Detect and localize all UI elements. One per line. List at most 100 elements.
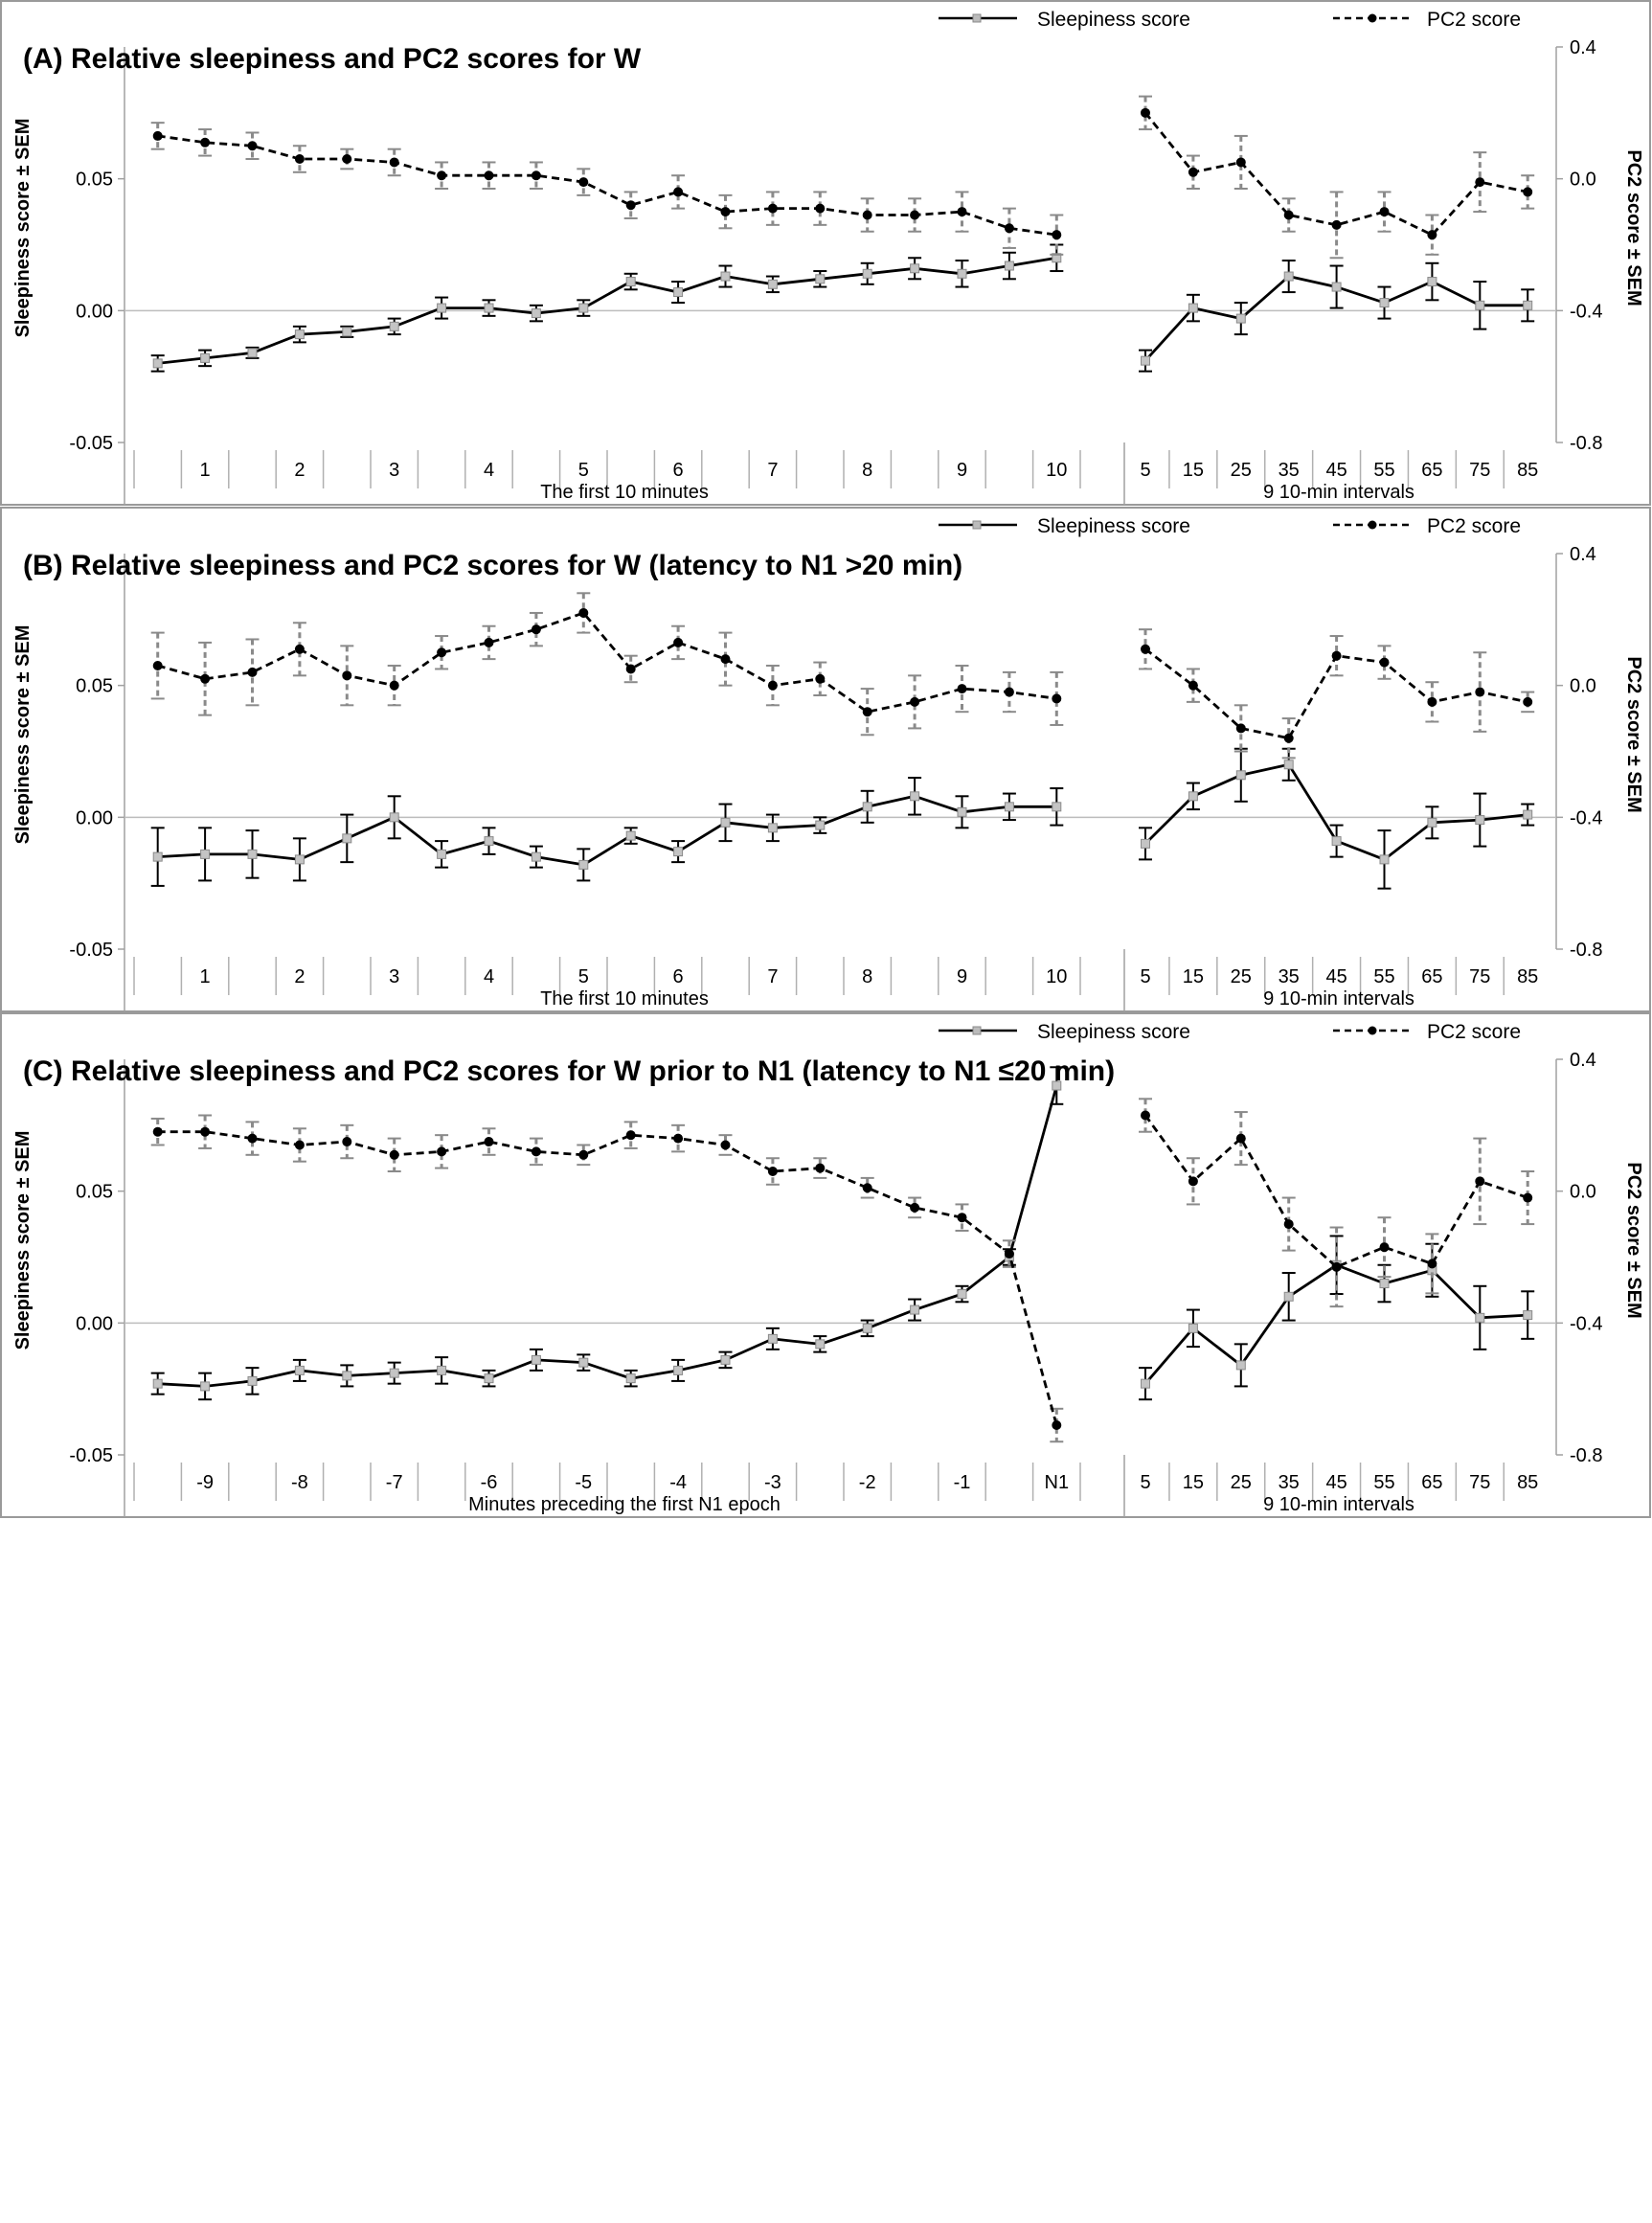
data-point xyxy=(578,607,589,618)
x-tick-label: 10 xyxy=(1046,460,1067,481)
data-point xyxy=(247,1133,258,1144)
data-point xyxy=(1052,230,1062,240)
data-point xyxy=(578,303,589,313)
x-tick-label: 85 xyxy=(1517,966,1538,987)
right-axis-tick-label: -0.4 xyxy=(1570,807,1602,828)
data-point xyxy=(152,851,163,862)
legend-marker-sleepiness xyxy=(972,13,982,23)
x-tick-label: -3 xyxy=(764,1472,781,1493)
right-axis-tick-label: 0.0 xyxy=(1570,676,1596,697)
x-tick-label: 6 xyxy=(673,966,684,987)
data-point xyxy=(1475,1176,1485,1187)
data-point xyxy=(1235,1360,1246,1371)
data-point xyxy=(1331,836,1342,847)
data-point xyxy=(862,210,872,220)
data-point xyxy=(531,1146,541,1157)
x-tick-label: -5 xyxy=(575,1472,592,1493)
data-point xyxy=(152,1378,163,1389)
data-point xyxy=(1004,802,1014,812)
x-tick-label: 1 xyxy=(200,966,211,987)
data-point xyxy=(767,823,778,833)
data-point xyxy=(1523,1310,1533,1321)
pc2-line xyxy=(157,611,1057,714)
data-point xyxy=(625,1373,636,1384)
data-point xyxy=(1475,815,1485,826)
data-point xyxy=(815,1339,826,1350)
x-tick-label: 75 xyxy=(1469,1472,1490,1493)
x-section-label: The first 10 minutes xyxy=(540,988,709,1009)
data-point xyxy=(437,170,447,181)
right-axis-tick-label: -0.4 xyxy=(1570,1313,1602,1334)
data-point xyxy=(247,667,258,677)
x-tick-label: 55 xyxy=(1373,966,1394,987)
x-section-label: Minutes preceding the first N1 epoch xyxy=(468,1494,781,1515)
data-point xyxy=(767,203,778,214)
data-point xyxy=(1235,770,1246,781)
data-point xyxy=(437,303,447,313)
x-tick-label: -6 xyxy=(481,1472,498,1493)
data-point xyxy=(1379,657,1390,668)
data-point xyxy=(1379,854,1390,865)
data-point xyxy=(484,1137,494,1147)
data-point xyxy=(1331,219,1342,230)
chart-title: (A) Relative sleepiness and PC2 scores f… xyxy=(23,43,642,75)
left-axis-tick-label: -0.05 xyxy=(69,1445,113,1466)
data-point xyxy=(625,277,636,287)
data-point xyxy=(910,1202,920,1213)
data-point xyxy=(957,1213,967,1223)
x-tick-label: 8 xyxy=(862,460,872,481)
x-tick-label: 5 xyxy=(1140,460,1150,481)
data-point xyxy=(1283,760,1294,770)
data-point xyxy=(1427,1259,1437,1269)
data-point xyxy=(625,830,636,841)
data-point xyxy=(767,1333,778,1344)
data-point xyxy=(815,274,826,284)
data-point xyxy=(625,1130,636,1141)
data-point xyxy=(200,1126,211,1137)
data-point xyxy=(1141,838,1150,849)
chart-title: (C) Relative sleepiness and PC2 scores f… xyxy=(23,1055,1115,1087)
data-point xyxy=(862,802,872,812)
data-point xyxy=(531,1354,541,1365)
data-point xyxy=(1141,107,1150,118)
left-axis-tick-label: 0.00 xyxy=(76,807,113,828)
sleepiness-line xyxy=(157,1085,1058,1388)
data-point xyxy=(910,791,920,802)
data-point xyxy=(578,1149,589,1160)
data-point xyxy=(625,200,636,211)
x-tick-label: -2 xyxy=(859,1472,876,1493)
data-point xyxy=(1283,1219,1294,1230)
data-point xyxy=(1235,1133,1246,1144)
series-pc2-score xyxy=(150,1098,1535,1443)
x-tick-label: 75 xyxy=(1469,460,1490,481)
panel-frame xyxy=(0,507,1651,1012)
right-axis-title: PC2 score ± SEM xyxy=(1623,149,1644,306)
data-point xyxy=(484,836,494,847)
x-tick-label: 8 xyxy=(862,966,872,987)
data-point xyxy=(484,170,494,181)
left-axis-title: Sleepiness score ± SEM xyxy=(12,119,34,338)
data-point xyxy=(673,187,684,197)
panel-frame xyxy=(0,1012,1651,1518)
legend-label-sleepiness: Sleepiness score xyxy=(1037,515,1190,537)
data-point xyxy=(673,1133,684,1144)
data-point xyxy=(1188,303,1198,313)
data-point xyxy=(1004,687,1014,697)
data-point xyxy=(578,1357,589,1368)
x-tick-label: 9 xyxy=(957,460,967,481)
data-point xyxy=(1283,271,1294,282)
data-point xyxy=(1427,817,1437,828)
right-axis-tick-label: -0.8 xyxy=(1570,433,1602,454)
data-point xyxy=(910,696,920,707)
data-point xyxy=(1379,298,1390,308)
right-axis-tick-label: -0.8 xyxy=(1570,1445,1602,1466)
x-tick-label: 4 xyxy=(484,460,494,481)
data-point xyxy=(1004,1249,1014,1259)
data-point xyxy=(673,287,684,298)
data-point xyxy=(294,854,305,865)
x-tick-label: 55 xyxy=(1373,460,1394,481)
x-tick-label: 45 xyxy=(1325,1472,1346,1493)
right-axis-title: PC2 score ± SEM xyxy=(1623,656,1644,812)
chart-panel-c: 0.05 0.00 -0.05 0.4 0.0 -0.4 -0.8 Sleepiness sc… xyxy=(0,1012,1651,1518)
data-point xyxy=(1141,1378,1150,1389)
